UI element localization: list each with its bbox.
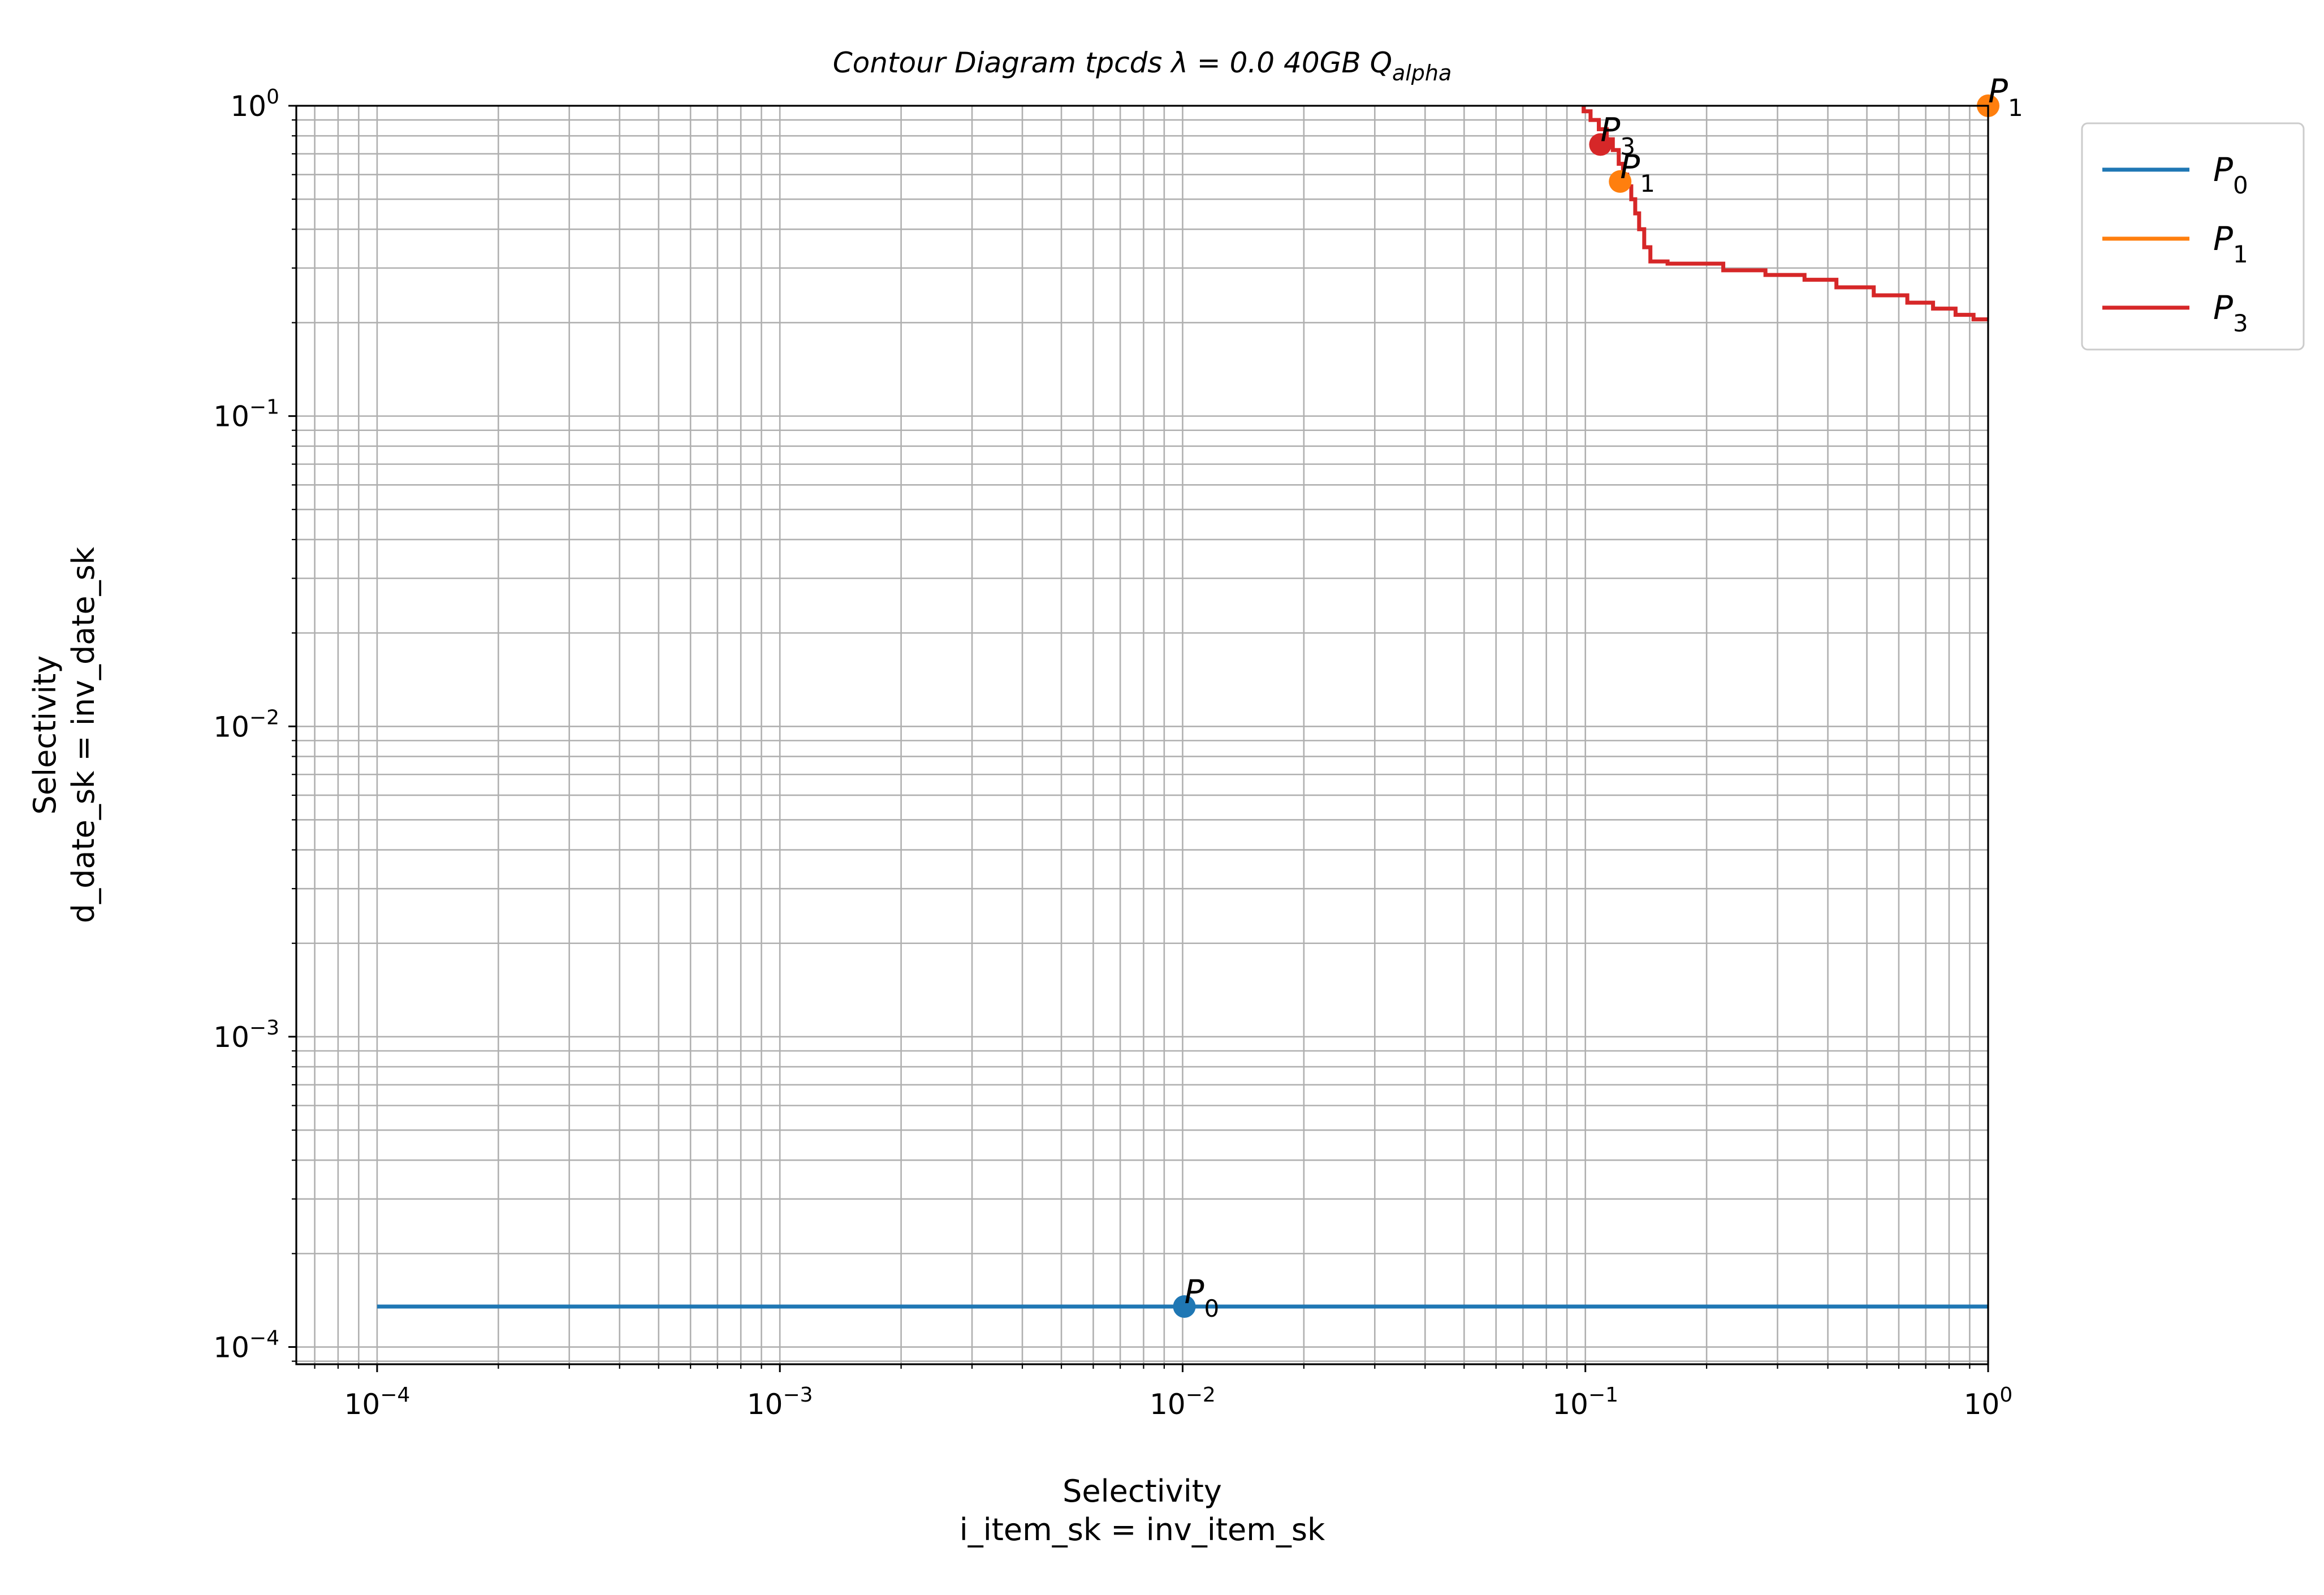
grid xyxy=(296,105,1989,1364)
title-subscript: alpha xyxy=(1392,61,1452,85)
legend-entry-subscript: 0 xyxy=(2233,171,2248,199)
marker-label: P3 xyxy=(1600,111,1635,161)
tick-base: 10 xyxy=(1150,1388,1186,1421)
marker-label-base: P xyxy=(1600,111,1620,149)
x-tick-label: 10−4 xyxy=(344,1383,411,1421)
marker-label-subscript: 1 xyxy=(1640,170,1655,197)
tick-exponent: 0 xyxy=(266,85,279,109)
legend-box xyxy=(2081,122,2305,351)
tick-exponent: −2 xyxy=(249,706,279,729)
legend-entry-base: P xyxy=(2213,288,2233,327)
tick-base: 10 xyxy=(344,1388,381,1421)
tick-base: 10 xyxy=(747,1388,783,1421)
tick-base: 10 xyxy=(213,400,249,433)
tick-exponent: −2 xyxy=(1186,1383,1216,1407)
x-tick-label: 10−1 xyxy=(1552,1383,1618,1421)
legend-entry-base: P xyxy=(2213,150,2233,189)
marker-label-base: P xyxy=(1185,1273,1204,1311)
x-tick-label: 10−3 xyxy=(747,1383,813,1421)
tick-base: 10 xyxy=(230,90,266,123)
legend-entry-subscript: 3 xyxy=(2233,309,2248,337)
marker-p3 xyxy=(1589,133,1612,156)
series-line-p3 xyxy=(1582,106,1988,322)
y-axis-label: Selectivity d_date_sk = inv_date_sk xyxy=(27,546,101,923)
tick-base: 10 xyxy=(1964,1388,2000,1421)
plot-frame xyxy=(295,105,1989,1365)
tick-base: 10 xyxy=(213,1331,249,1364)
x-axis-label-line: Selectivity xyxy=(1062,1473,1222,1509)
x-axis-label-line: i_item_sk = inv_item_sk xyxy=(960,1512,1325,1547)
chart-title: Contour Diagram tpcds λ = 0.0 40GB Qalph… xyxy=(833,46,1452,85)
tick-exponent: −3 xyxy=(249,1016,279,1040)
y-tick-label: 10−1 xyxy=(213,396,279,433)
y-axis-label-line: Selectivity xyxy=(27,656,63,815)
y-axis-label-line: d_date_sk = inv_date_sk xyxy=(66,546,101,923)
marker-label: P0 xyxy=(1185,1273,1220,1322)
legend-entry-p3: P3 xyxy=(2213,288,2248,337)
legend-entry-subscript: 1 xyxy=(2233,240,2248,268)
tick-exponent: −1 xyxy=(1588,1383,1618,1407)
marker-label-subscript: 0 xyxy=(1204,1295,1220,1322)
x-tick-label: 10−2 xyxy=(1150,1383,1216,1421)
y-tick-label: 100 xyxy=(230,85,279,123)
tick-exponent: −4 xyxy=(380,1383,410,1407)
tick-base: 10 xyxy=(213,710,249,743)
title-text: Contour Diagram tpcds λ = 0.0 40GB Q xyxy=(833,46,1392,79)
tick-base: 10 xyxy=(213,1021,249,1054)
marker-label-base: P xyxy=(1620,148,1640,186)
y-tick-label: 10−4 xyxy=(213,1327,279,1364)
legend-entry-base: P xyxy=(2213,219,2233,258)
x-tick-label: 100 xyxy=(1964,1383,2013,1421)
legend-entry-p0: P0 xyxy=(2213,150,2248,199)
tick-exponent: −1 xyxy=(249,396,279,419)
tick-base: 10 xyxy=(1552,1388,1588,1421)
tick-exponent: −4 xyxy=(249,1327,279,1350)
marker-label: P1 xyxy=(1988,72,2023,122)
marker-p1 xyxy=(1609,170,1632,193)
marker-label-subscript: 1 xyxy=(2008,94,2023,122)
marker-label: P1 xyxy=(1620,148,1655,197)
legend-entry-p1: P1 xyxy=(2213,219,2248,268)
marker-label-subscript: 3 xyxy=(1620,133,1635,161)
marker-label-base: P xyxy=(1988,72,2008,110)
tick-exponent: −3 xyxy=(783,1383,813,1407)
marker-p0 xyxy=(1173,1295,1196,1318)
y-tick-label: 10−2 xyxy=(213,706,279,743)
y-tick-label: 10−3 xyxy=(213,1016,279,1054)
tick-exponent: 0 xyxy=(1999,1383,2012,1407)
